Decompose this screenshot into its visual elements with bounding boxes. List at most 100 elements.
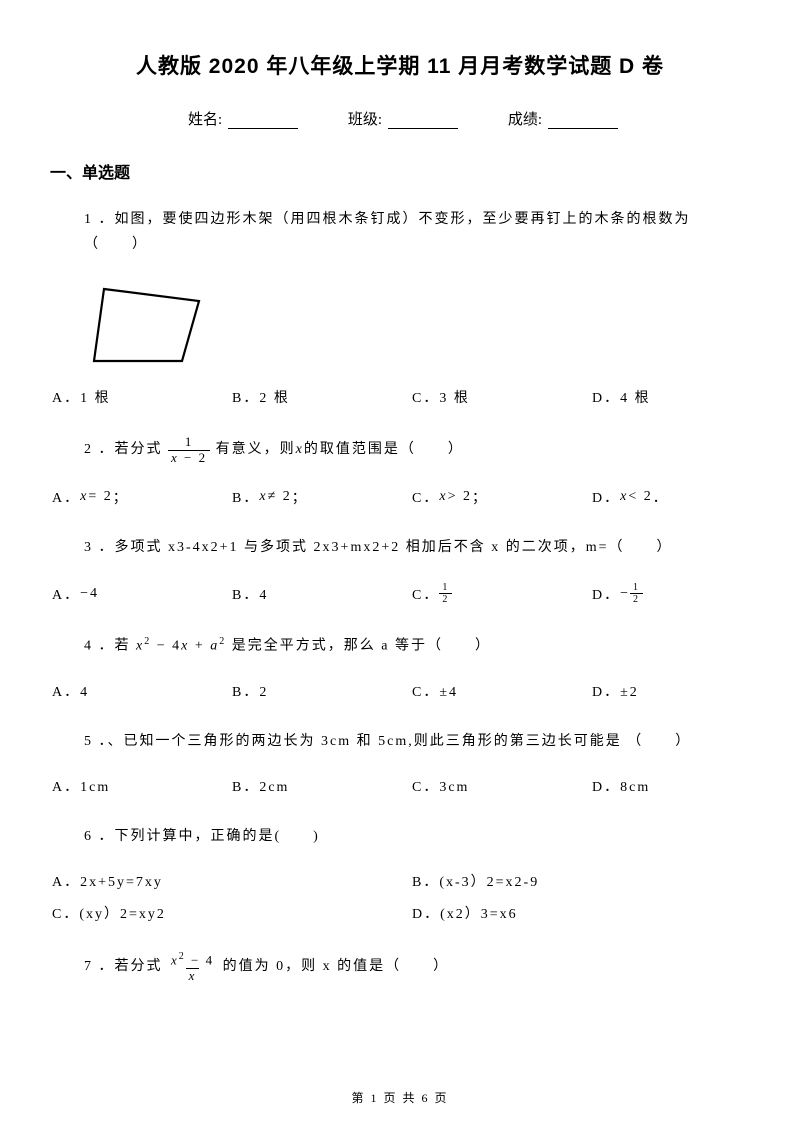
- q3d-pre: D．: [592, 584, 620, 604]
- q2-opt-d: D．x < 2．: [592, 487, 752, 507]
- q3a-pre: A．: [52, 584, 80, 604]
- section-1-title: 一、单选题: [50, 159, 740, 183]
- q2-den-var: x: [171, 450, 179, 465]
- q2-mid: 有意义，则: [216, 442, 296, 457]
- q2a-end: ；: [113, 487, 129, 507]
- question-3: 3 ．多项式 x3-4x2+1 与多项式 2x3+mx2+2 相加后不含 x 的…: [84, 535, 740, 560]
- q2-opt-a: A．x = 2；: [52, 487, 232, 507]
- class-label: 班级:: [348, 112, 382, 128]
- page-footer: 第 1 页 共 6 页: [0, 1089, 800, 1106]
- q5-opt-a: A．1cm: [52, 776, 232, 796]
- q4-mid: − 4: [151, 639, 181, 654]
- q2b-rest: ≠ 2: [268, 489, 292, 505]
- q7-den-var: x: [189, 968, 197, 983]
- q2-opt-b: B．x ≠ 2；: [232, 487, 412, 507]
- q2-post: 的取值范围是（ ）: [304, 442, 464, 457]
- q2-pre: 2 ．若分式: [84, 442, 163, 457]
- question-1: 1 ．如图，要使四边形木架（用四根木条钉成）不变形，至少要再钉上的木条的根数为（…: [84, 207, 740, 257]
- q2-var: x: [296, 442, 304, 457]
- q4-xc: a: [210, 639, 219, 654]
- q5-options: A．1cm B．2cm C．3cm D．8cm: [52, 776, 740, 796]
- q4-s2: 2: [219, 636, 226, 647]
- page-title: 人教版 2020 年八年级上学期 11 月月考数学试题 D 卷: [60, 50, 740, 80]
- q4-plus: +: [189, 639, 210, 654]
- question-5: 5 ．、已知一个三角形的两边长为 3cm 和 5cm,则此三角形的第三边长可能是…: [84, 729, 740, 754]
- q4-xa: x: [136, 639, 144, 654]
- q2a-rest: = 2: [88, 489, 112, 505]
- q2b-var: x: [259, 489, 267, 505]
- q7-num-sup: 2: [179, 951, 186, 962]
- q2b-end: ；: [292, 487, 308, 507]
- q7-num-rest: − 4: [186, 953, 214, 968]
- q2d-pre: D．: [592, 487, 620, 507]
- q1-opt-a: A．1 根: [52, 387, 232, 407]
- q3-options: A．−4 B．4 C． 1 2 D． − 1 2: [52, 582, 740, 605]
- q3c-pre: C．: [412, 584, 439, 604]
- q2c-rest: > 2: [448, 489, 472, 505]
- q6-opt-d: D．(x2）3=x6: [412, 903, 518, 923]
- question-6: 6 ．下列计算中，正确的是( ): [84, 824, 740, 849]
- q4-options: A．4 B．2 C．±4 D．±2: [52, 681, 740, 701]
- quad-shape: [94, 289, 199, 361]
- q3-opt-c: C． 1 2: [412, 582, 592, 605]
- q3c-frac: 1 2: [439, 582, 452, 605]
- q5-opt-c: C．3cm: [412, 776, 592, 796]
- q2-den: x − 2: [168, 450, 210, 465]
- q6-options: A．2x+5y=7xy B．(x-3）2=x2-9 C．(xy）2=xy2 D．…: [52, 871, 740, 923]
- q4-opt-c: C．±4: [412, 681, 592, 701]
- q4-opt-a: A．4: [52, 681, 232, 701]
- q2-den-rest: − 2: [179, 450, 207, 465]
- q3d-num: 1: [630, 582, 643, 593]
- q4-pre: 4 ．若: [84, 639, 131, 654]
- q3d-sign: −: [620, 586, 630, 602]
- q2c-pre: C．: [412, 487, 439, 507]
- class-blank[interactable]: [388, 113, 458, 129]
- q1-opt-c: C．3 根: [412, 387, 592, 407]
- q4-opt-d: D．±2: [592, 681, 752, 701]
- q2b-pre: B．: [232, 487, 259, 507]
- q7-fraction: x2 − 4 x: [168, 951, 217, 983]
- q3-opt-a: A．−4: [52, 582, 232, 605]
- q5-opt-b: B．2cm: [232, 776, 412, 796]
- q6-opt-c: C．(xy）2=xy2: [52, 903, 412, 923]
- q1-opt-b: B．2 根: [232, 387, 412, 407]
- q2a-var: x: [80, 489, 88, 505]
- q3d-den: 2: [630, 593, 643, 605]
- name-blank[interactable]: [228, 113, 298, 129]
- q1-options: A．1 根 B．2 根 C．3 根 D．4 根: [52, 387, 740, 407]
- name-label: 姓名:: [188, 112, 222, 128]
- quadrilateral-figure: [84, 279, 214, 369]
- q2a-pre: A．: [52, 487, 80, 507]
- score-label: 成绩:: [508, 112, 542, 128]
- q3-opt-b: B．4: [232, 582, 412, 605]
- q2d-rest: < 2: [628, 489, 652, 505]
- q2d-end: ．: [653, 487, 669, 507]
- q3a-val: −4: [80, 586, 99, 602]
- question-7: 7 ．若分式 x2 − 4 x 的值为 0，则 x 的值是（ ）: [84, 951, 740, 983]
- q1-opt-d: D．4 根: [592, 387, 752, 407]
- q2-fraction: 1 x − 2: [168, 435, 210, 465]
- q2d-var: x: [620, 489, 628, 505]
- q3c-den: 2: [439, 593, 452, 605]
- q7-post: 的值为 0，则 x 的值是（ ）: [223, 960, 450, 975]
- q7-num-var: x: [171, 953, 179, 968]
- student-info-line: 姓名: 班级: 成绩:: [60, 108, 740, 129]
- score-blank[interactable]: [548, 113, 618, 129]
- q2c-var: x: [439, 489, 447, 505]
- q3c-num: 1: [439, 582, 452, 593]
- q2-num: 1: [182, 435, 197, 449]
- q3d-frac: 1 2: [630, 582, 643, 605]
- q2-opt-c: C．x > 2；: [412, 487, 592, 507]
- q3-opt-d: D． − 1 2: [592, 582, 752, 605]
- q6-opt-a: A．2x+5y=7xy: [52, 871, 412, 891]
- q4-opt-b: B．2: [232, 681, 412, 701]
- q6-opt-b: B．(x-3）2=x2-9: [412, 871, 539, 891]
- question-2: 2 ．若分式 1 x − 2 有意义，则x的取值范围是（ ）: [84, 435, 740, 465]
- q2c-end: ；: [472, 487, 488, 507]
- q4-post: 是完全平方式，那么 a 等于（ ）: [232, 639, 491, 654]
- q7-num: x2 − 4: [168, 951, 217, 968]
- q5-opt-d: D．8cm: [592, 776, 752, 796]
- question-4: 4 ．若 x2 − 4x + a2 是完全平方式，那么 a 等于（ ）: [84, 633, 740, 659]
- q7-pre: 7 ．若分式: [84, 960, 163, 975]
- q2-options: A．x = 2； B．x ≠ 2； C．x > 2； D．x < 2．: [52, 487, 740, 507]
